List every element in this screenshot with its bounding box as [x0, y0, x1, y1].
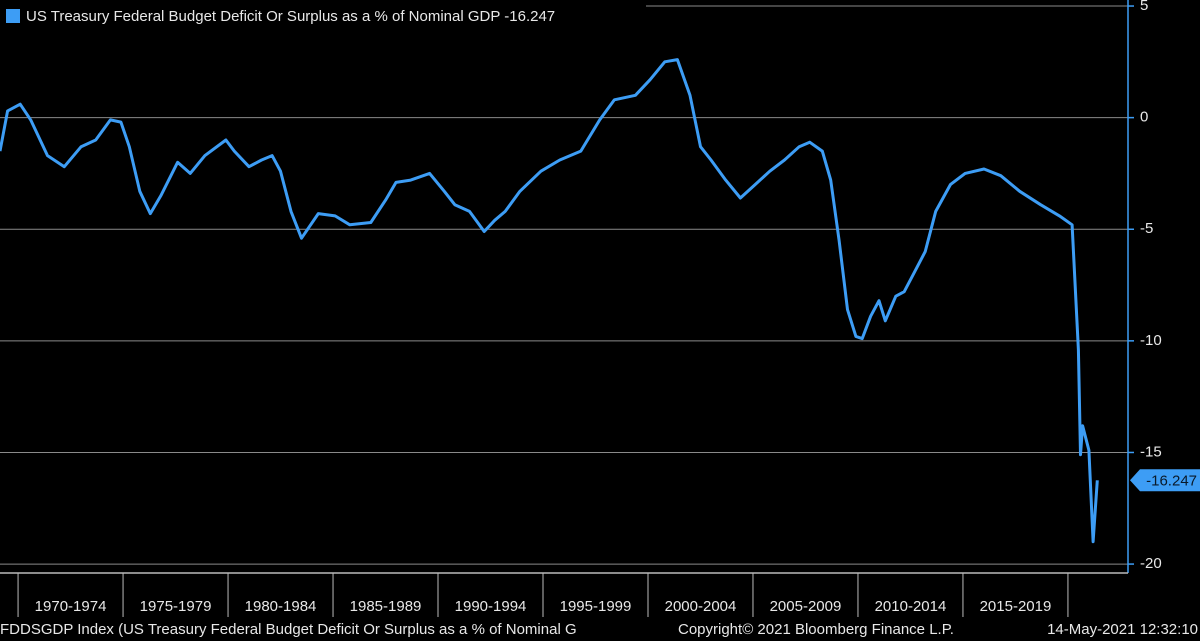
x-tick-label: 1975-1979 — [140, 598, 212, 615]
footer-center: Copyright© 2021 Bloomberg Finance L.P. — [678, 621, 954, 638]
grid: 5 0 -5 -10 -15 -20 1970-1974 1975-1979 1980-1984… — [0, 0, 1200, 617]
x-tick-label: 1980-1984 — [245, 598, 317, 615]
x-tick-label: 2010-2014 — [875, 598, 947, 615]
legend-last-value: -16.247 — [504, 8, 555, 25]
x-tick-label: 2015-2019 — [980, 598, 1052, 615]
legend-name: US Treasury Federal Budget Deficit Or Su… — [26, 8, 500, 25]
y-tick-label: 5 — [1140, 0, 1148, 14]
legend-swatch — [6, 9, 20, 23]
footer-right: 14-May-2021 12:32:10 — [1047, 621, 1198, 638]
y-tick-label: -15 — [1140, 443, 1162, 460]
y-tick-label: -10 — [1140, 332, 1162, 349]
legend-entry: US Treasury Federal Budget Deficit Or Su… — [26, 8, 555, 25]
last-value-label: -16.247 — [1146, 472, 1197, 489]
legend-box — [0, 0, 646, 34]
y-tick-label: 0 — [1140, 109, 1148, 126]
legend: US Treasury Federal Budget Deficit Or Su… — [0, 0, 646, 34]
x-tick-label: 1990-1994 — [455, 598, 527, 615]
x-tick-label: 1995-1999 — [560, 598, 632, 615]
footer-left: FDDSGDP Index (US Treasury Federal Budge… — [0, 621, 577, 638]
y-tick-label: -20 — [1140, 555, 1162, 572]
line-series — [0, 58, 1099, 544]
x-tick-label: 2005-2009 — [770, 598, 842, 615]
x-tick-label: 1970-1974 — [35, 598, 107, 615]
x-tick-label: 1985-1989 — [350, 598, 422, 615]
y-tick-label: -5 — [1140, 220, 1153, 237]
last-value-tag — [1130, 469, 1200, 492]
x-tick-label: 2000-2004 — [665, 598, 737, 615]
plot — [0, 58, 1099, 544]
